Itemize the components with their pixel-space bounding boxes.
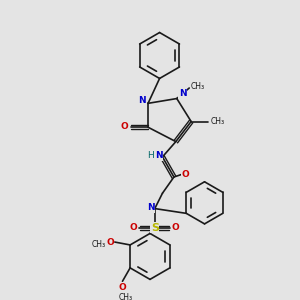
Text: CH₃: CH₃ [211, 117, 225, 126]
Text: CH₃: CH₃ [92, 240, 106, 249]
Text: N: N [147, 203, 155, 212]
Text: CH₃: CH₃ [118, 293, 132, 300]
Text: O: O [130, 223, 138, 232]
Text: O: O [120, 122, 128, 131]
Text: H: H [147, 152, 153, 160]
Text: O: O [182, 169, 189, 178]
Text: O: O [106, 238, 114, 247]
Text: N: N [139, 96, 146, 105]
Text: O: O [172, 223, 180, 232]
Text: N: N [155, 152, 162, 160]
Text: S: S [151, 223, 159, 233]
Text: N: N [179, 89, 186, 98]
Text: O: O [118, 283, 126, 292]
Text: CH₃: CH₃ [191, 82, 205, 91]
